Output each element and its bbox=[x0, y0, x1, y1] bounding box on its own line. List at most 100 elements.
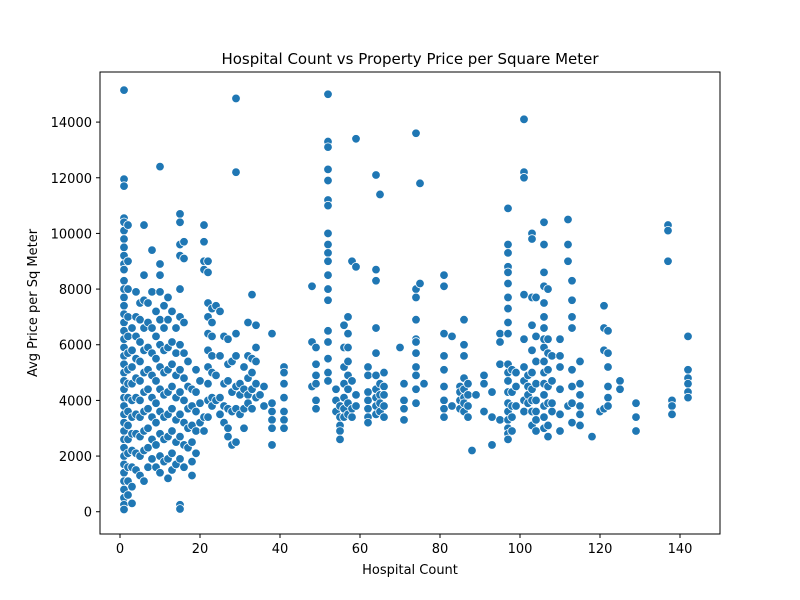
data-point bbox=[119, 264, 129, 275]
data-point bbox=[631, 398, 641, 408]
data-point bbox=[683, 331, 693, 342]
data-point bbox=[199, 220, 209, 230]
data-point bbox=[371, 170, 381, 180]
data-point bbox=[191, 426, 201, 436]
data-point bbox=[179, 462, 189, 472]
data-point bbox=[487, 387, 497, 397]
data-point bbox=[343, 328, 353, 339]
data-point bbox=[151, 376, 161, 386]
data-point bbox=[575, 379, 585, 389]
data-point bbox=[311, 395, 321, 406]
data-point bbox=[351, 390, 361, 400]
data-point bbox=[503, 303, 513, 314]
data-point bbox=[363, 395, 373, 406]
data-point bbox=[631, 412, 641, 422]
data-point bbox=[239, 423, 249, 433]
x-tick-label: 60 bbox=[352, 542, 369, 557]
data-point bbox=[411, 314, 421, 325]
data-point bbox=[151, 398, 161, 408]
data-point bbox=[555, 351, 565, 361]
data-point bbox=[123, 220, 133, 230]
y-tick-label: 12000 bbox=[51, 172, 92, 187]
data-point bbox=[311, 370, 321, 381]
data-point bbox=[199, 237, 209, 247]
data-point bbox=[311, 404, 321, 414]
data-point bbox=[247, 367, 257, 378]
data-point bbox=[495, 359, 505, 369]
data-point bbox=[503, 248, 513, 258]
y-tick-label: 8000 bbox=[59, 283, 92, 298]
x-tick-label: 100 bbox=[508, 542, 533, 557]
data-point bbox=[375, 189, 385, 200]
data-point bbox=[683, 379, 693, 389]
data-point bbox=[531, 331, 541, 342]
data-point bbox=[547, 406, 557, 417]
data-point bbox=[479, 406, 489, 417]
data-point bbox=[167, 337, 177, 347]
data-point bbox=[415, 278, 425, 289]
data-point bbox=[187, 470, 197, 481]
data-point bbox=[175, 365, 185, 375]
data-point bbox=[215, 351, 225, 361]
data-point bbox=[463, 401, 473, 411]
data-point bbox=[527, 234, 537, 244]
data-point bbox=[267, 406, 277, 417]
data-point bbox=[411, 292, 421, 303]
data-point bbox=[683, 365, 693, 375]
data-point bbox=[119, 292, 129, 303]
data-point bbox=[151, 306, 161, 317]
data-point bbox=[439, 351, 449, 361]
data-point bbox=[603, 401, 613, 411]
data-point bbox=[495, 328, 505, 339]
data-point bbox=[371, 276, 381, 286]
data-point bbox=[371, 264, 381, 275]
data-point bbox=[139, 220, 149, 230]
data-point bbox=[175, 217, 185, 227]
data-point bbox=[343, 384, 353, 394]
chart-title: Hospital Count vs Property Price per Squ… bbox=[221, 50, 599, 68]
data-point bbox=[167, 404, 177, 414]
x-tick-label: 0 bbox=[116, 542, 124, 557]
data-point bbox=[411, 398, 421, 408]
data-point bbox=[175, 340, 185, 350]
data-point bbox=[311, 342, 321, 353]
data-point bbox=[543, 365, 553, 375]
data-point bbox=[543, 420, 553, 431]
data-point bbox=[239, 362, 249, 372]
data-point bbox=[519, 334, 529, 344]
data-point bbox=[323, 256, 333, 266]
data-point bbox=[203, 379, 213, 389]
data-point bbox=[363, 370, 373, 381]
data-point bbox=[323, 284, 333, 294]
x-tick-label: 80 bbox=[432, 542, 449, 557]
data-point bbox=[207, 331, 217, 342]
data-point bbox=[167, 426, 177, 436]
y-tick-label: 10000 bbox=[51, 227, 92, 242]
data-point bbox=[163, 473, 173, 484]
data-point bbox=[603, 326, 613, 336]
data-point bbox=[323, 248, 333, 258]
y-tick-label: 0 bbox=[84, 506, 92, 521]
data-point bbox=[439, 381, 449, 392]
data-point bbox=[439, 395, 449, 406]
data-point bbox=[351, 262, 361, 272]
data-point bbox=[183, 356, 193, 367]
data-point bbox=[343, 342, 353, 353]
data-point bbox=[179, 317, 189, 328]
data-point bbox=[555, 426, 565, 436]
data-point bbox=[167, 359, 177, 369]
data-point bbox=[543, 284, 553, 294]
data-point bbox=[323, 295, 333, 305]
data-point bbox=[279, 423, 289, 433]
data-point bbox=[415, 178, 425, 189]
data-point bbox=[567, 365, 577, 375]
data-point bbox=[539, 390, 549, 400]
data-point bbox=[567, 295, 577, 305]
data-point bbox=[531, 356, 541, 367]
data-point bbox=[603, 362, 613, 372]
data-points bbox=[119, 85, 693, 515]
data-point bbox=[119, 242, 129, 253]
data-point bbox=[175, 431, 185, 442]
data-point bbox=[215, 306, 225, 317]
data-point bbox=[143, 462, 153, 472]
